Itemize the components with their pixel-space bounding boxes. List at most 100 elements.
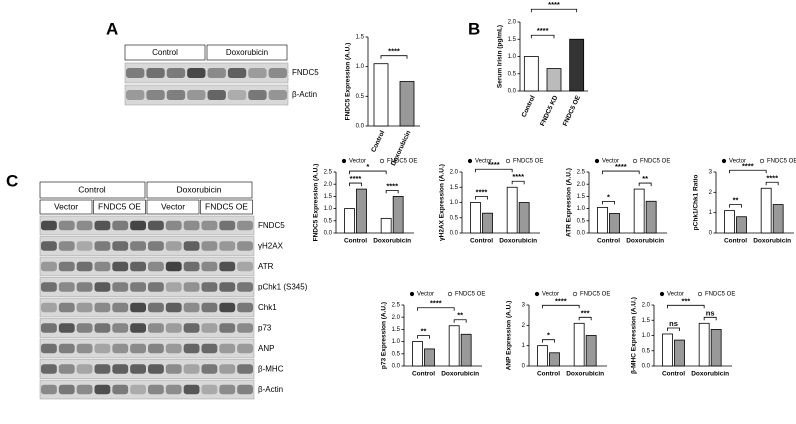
- blot-band: [130, 384, 146, 395]
- y-tick-label: 0.5: [392, 351, 401, 357]
- significance-bracket: [475, 168, 513, 173]
- blot-band: [112, 261, 129, 272]
- blot-band: [58, 384, 75, 395]
- blot-band: [219, 220, 236, 231]
- blot-band: [112, 343, 129, 354]
- blot-band: [148, 384, 164, 395]
- y-tick-label: 1.5: [577, 194, 586, 200]
- blot-row-label: p73: [258, 324, 272, 333]
- blot-row-label: β-MHC: [258, 365, 284, 374]
- y-axis-label: Serum Irisin (pg/mL): [497, 25, 504, 88]
- significance-label: *: [607, 192, 610, 201]
- blot-row: [39, 277, 255, 297]
- bar: [674, 339, 685, 367]
- blot-band: [41, 323, 57, 333]
- bar: [412, 341, 423, 367]
- x-tick-label: Doxorubicin: [373, 238, 411, 245]
- significance-bracket: [578, 316, 592, 321]
- blot-band: [76, 282, 93, 292]
- blot-band: [248, 68, 267, 78]
- blot-band: [183, 323, 200, 333]
- significance-label: ns: [706, 308, 715, 317]
- significance-label: ***: [581, 308, 590, 317]
- y-tick-label: 1.0: [642, 333, 651, 339]
- blot-row-label: ATR: [258, 262, 274, 271]
- legend-marker: [534, 291, 540, 297]
- x-tick-label: Control: [370, 129, 386, 153]
- y-tick-label: 0.5: [450, 215, 459, 221]
- y-tick-label: 1.5: [508, 37, 517, 43]
- legend-marker: [594, 158, 600, 164]
- significance-bracket: [729, 169, 767, 174]
- bar: [569, 38, 585, 92]
- y-axis-label: pChk1/Chk1 Ratio: [693, 175, 700, 231]
- blot-band: [112, 384, 129, 395]
- legend-marker: [467, 158, 473, 164]
- blot-band: [165, 302, 182, 313]
- blot-row: [39, 379, 255, 400]
- blot-band: [58, 241, 75, 251]
- blot-row: [39, 256, 255, 277]
- x-tick-label: Doxorubicin: [753, 238, 791, 245]
- blot-band: [219, 261, 236, 272]
- blot-band: [94, 323, 111, 333]
- blot-band: [58, 323, 75, 333]
- y-tick-label: 2.0: [577, 182, 586, 188]
- y-tick-label: 0.0: [508, 89, 517, 95]
- y-tick-label: 3: [522, 303, 526, 309]
- blot-band: [268, 90, 287, 100]
- panel-label: B: [468, 19, 480, 38]
- y-axis-label: β-MHC Expression (A.U.): [631, 297, 638, 374]
- y-tick-label: 2: [522, 323, 526, 329]
- bar: [518, 202, 530, 234]
- blot-row-label: FNDC5: [258, 221, 285, 230]
- blot-header: [93, 199, 146, 215]
- blot-group-label: Control: [152, 48, 178, 57]
- blot-band: [237, 302, 253, 313]
- significance-bracket: [511, 180, 525, 185]
- blot-band: [201, 261, 218, 272]
- blot-band: [58, 261, 75, 272]
- significance-bracket: [667, 304, 705, 309]
- blot-band: [207, 90, 226, 100]
- blot-band: [41, 302, 57, 313]
- bar: [585, 335, 597, 367]
- blot-band: [148, 282, 164, 292]
- blot-row-label: β-Actin: [292, 90, 317, 99]
- blot-band: [183, 364, 200, 374]
- x-tick-label: Control: [412, 371, 435, 378]
- blot-band: [58, 343, 75, 354]
- x-tick-label: Doxorubicin: [691, 371, 729, 378]
- blot-band: [58, 282, 75, 292]
- significance-label: **: [457, 311, 463, 320]
- y-tick-label: 1.0: [356, 64, 365, 70]
- y-tick-label: 1.0: [450, 200, 459, 206]
- blot-band: [219, 241, 236, 251]
- bar: [373, 63, 389, 127]
- blot-band: [201, 343, 218, 354]
- panel-label: C: [6, 171, 18, 190]
- blot-band: [219, 302, 236, 313]
- bar: [344, 208, 355, 234]
- legend-label: Vector: [417, 292, 434, 298]
- blot-band: [148, 261, 164, 272]
- blot-band: [94, 343, 111, 354]
- legend-marker: [409, 291, 415, 297]
- legend-label: FNDC5 OE: [387, 159, 417, 165]
- blot-band: [41, 282, 57, 292]
- x-tick-label: Doxorubicin: [626, 238, 664, 245]
- legend-label: Vector: [475, 159, 492, 165]
- legend-marker: [379, 158, 385, 164]
- blot-band: [165, 282, 182, 292]
- y-tick-label: 0: [709, 231, 713, 237]
- significance-bracket: [703, 316, 717, 321]
- blot-band: [237, 364, 253, 374]
- blot-band: [130, 261, 146, 272]
- blot-band: [112, 323, 129, 333]
- significance-bracket: [729, 204, 742, 208]
- y-tick-label: 0.0: [356, 124, 365, 130]
- blot-header: [146, 199, 200, 215]
- blot-band: [130, 282, 146, 292]
- y-tick-label: 1: [709, 210, 713, 216]
- blot-band: [112, 282, 129, 292]
